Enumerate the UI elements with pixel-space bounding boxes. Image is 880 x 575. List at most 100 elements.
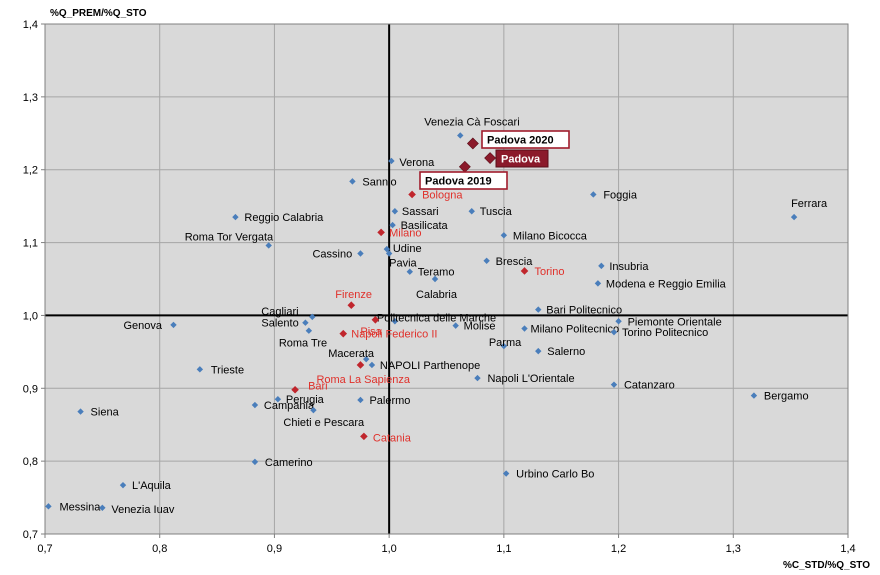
y-tick-label: 1,0	[23, 310, 38, 322]
x-tick-label: 0,8	[152, 543, 167, 555]
point-label-napoli-parthenope: NAPOLI Parthenope	[380, 360, 480, 372]
point-label-roma-tor-vergata: Roma Tor Vergata	[185, 231, 274, 243]
y-tick-label: 0,7	[23, 529, 38, 541]
point-label-roma-tre: Roma Tre	[279, 338, 327, 350]
point-marker-basilicata	[389, 221, 396, 229]
point-marker-politecnica-delle-marche	[391, 318, 399, 325]
point-label-sassari: Sassari	[402, 206, 439, 218]
point-label-roma-la-sapienza: Roma La Sapienza	[316, 374, 410, 386]
point-marker-perugia	[274, 396, 282, 403]
point-marker-teramo	[406, 268, 413, 275]
point-label-brescia: Brescia	[496, 256, 534, 268]
y-tick-label: 1,1	[23, 238, 38, 250]
point-label-torino: Torino	[535, 266, 565, 278]
point-marker-parma	[500, 342, 508, 350]
point-marker-firenze	[347, 301, 356, 310]
point-marker-cagliari	[309, 313, 316, 321]
point-label-reggio-calabria: Reggio Calabria	[244, 212, 324, 224]
point-marker-napoli-federico-ii	[339, 329, 348, 338]
point-marker-palermo	[357, 396, 364, 404]
point-label-teramo: Teramo	[418, 267, 455, 279]
y-axis-ticks: 0,7 0,8 0,9 1,0 1,1 1,2 1,3 1,4	[23, 19, 45, 541]
point-marker-molise	[452, 322, 459, 329]
point-marker-cassino	[357, 250, 364, 257]
point-marker-milano	[377, 228, 385, 237]
point-label-pavia: Pavia	[389, 258, 417, 270]
point-marker-chieti-e-pescara	[310, 406, 317, 414]
point-marker-l-aquila	[119, 481, 127, 489]
point-marker-genova	[170, 321, 177, 329]
point-label-bergamo: Bergamo	[764, 391, 809, 403]
x-tick-label: 1,0	[381, 543, 396, 555]
point-label-genova: Genova	[123, 320, 162, 332]
point-label-cassino: Cassino	[312, 249, 352, 261]
highlight-box-padova	[495, 149, 549, 168]
point-marker-roma-tor-vergata	[265, 242, 272, 249]
point-label-venezia-ca-foscari: Venezia Cà Foscari	[424, 116, 519, 128]
point-label-venezia-iuav: Venezia Iuav	[111, 504, 174, 516]
point-marker-bari-politecnico	[535, 306, 542, 313]
reference-lines	[45, 24, 848, 534]
y-axis-title: %Q_PREM/%Q_STO	[50, 8, 147, 19]
x-axis-title: %C_STD/%Q_STO	[783, 560, 870, 571]
point-marker-modena-e-reggio-emilia	[594, 280, 602, 287]
point-marker-milano-bicocca	[500, 232, 508, 239]
point-label-bari-politecnico: Bari Politecnico	[546, 305, 622, 317]
point-marker-piemonte-orientale	[615, 318, 622, 325]
y-tick-label: 0,8	[23, 456, 38, 468]
point-label-l-aquila: L'Aquila	[132, 480, 172, 492]
point-label-insubria: Insubria	[609, 261, 649, 273]
x-tick-label: 1,1	[496, 543, 511, 555]
point-label-macerata: Macerata	[328, 348, 375, 360]
point-marker-camerino	[251, 458, 259, 466]
point-marker-salento	[302, 319, 309, 326]
point-marker-siena	[77, 408, 84, 415]
point-marker-bologna	[408, 190, 416, 199]
point-label-padova-2020: Padova 2020	[487, 135, 554, 147]
point-label-camerino: Camerino	[265, 457, 313, 469]
highlight-box-padova-2020	[481, 130, 570, 149]
point-label-napoli-federico-ii: Napoli Federico II	[351, 329, 437, 341]
point-label-padova: Padova	[501, 154, 541, 166]
x-tick-label: 0,7	[37, 543, 52, 555]
point-marker-macerata	[363, 355, 370, 363]
point-label-napoli-l-orientale: Napoli L'Orientale	[487, 373, 574, 385]
point-label-torino-politecnico: Torino Politecnico	[622, 327, 708, 339]
point-label-foggia: Foggia	[603, 189, 638, 201]
point-marker-torino-politecnico	[610, 328, 618, 336]
point-marker-verona	[388, 157, 395, 165]
point-marker-campania	[251, 401, 259, 409]
point-marker-messina	[45, 503, 52, 510]
point-marker-ferrara	[790, 213, 798, 221]
point-marker-insubria	[598, 262, 605, 270]
point-marker-napoli-parthenope	[368, 361, 376, 369]
point-marker-venezia-ca-foscari	[457, 132, 464, 139]
point-label-tuscia: Tuscia	[480, 206, 513, 218]
point-marker-padova-2020	[466, 137, 479, 150]
point-marker-bari	[291, 385, 299, 394]
point-label-palermo: Palermo	[369, 395, 410, 407]
point-marker-padova	[484, 152, 497, 164]
point-label-udine: Udine	[393, 243, 422, 255]
point-label-milano-bicocca: Milano Bicocca	[513, 230, 588, 242]
point-marker-tuscia	[468, 208, 475, 215]
point-label-bologna: Bologna	[422, 189, 463, 201]
point-label-campania: Campania	[264, 400, 315, 412]
y-tick-label: 1,3	[23, 92, 38, 104]
point-label-catania: Catania	[373, 432, 412, 444]
point-label-salento: Salento	[261, 318, 298, 330]
point-label-parma: Parma	[489, 337, 522, 349]
point-marker-trieste	[196, 366, 204, 373]
point-marker-milano-politecnico	[521, 325, 528, 332]
point-marker-sannio	[349, 178, 356, 185]
point-label-trieste: Trieste	[211, 364, 244, 376]
point-label-pisa: Pisa	[360, 326, 382, 338]
point-marker-bergamo	[750, 392, 758, 399]
point-label-messina: Messina	[59, 501, 101, 513]
x-tick-label: 1,3	[726, 543, 741, 555]
point-marker-roma-la-sapienza	[356, 361, 365, 369]
point-marker-brescia	[483, 257, 490, 264]
point-label-milano: Milano	[389, 227, 421, 239]
